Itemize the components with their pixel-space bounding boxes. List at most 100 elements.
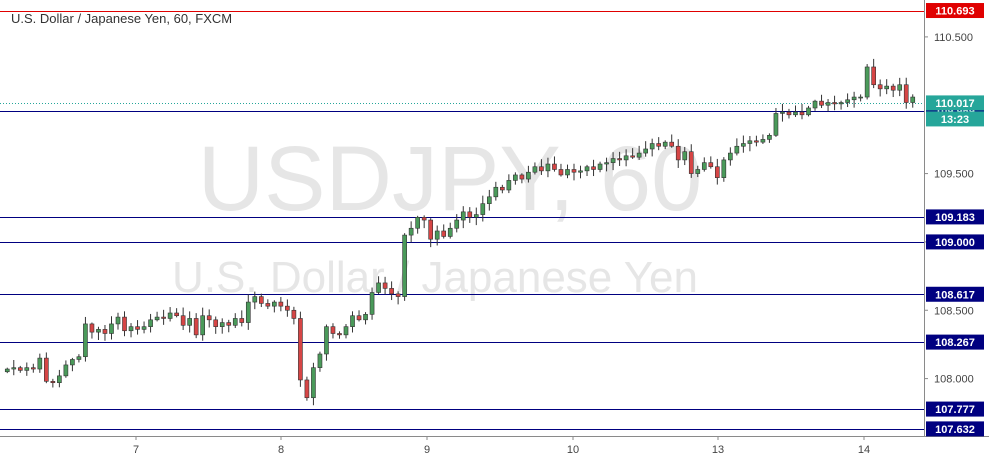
- candle-128: [838, 100, 844, 110]
- candle-body: [311, 367, 316, 399]
- candle-23: [154, 311, 160, 322]
- candle-body: [832, 102, 837, 105]
- candle-109: [714, 158, 720, 185]
- candle-body: [578, 170, 583, 173]
- candle-body: [167, 312, 173, 319]
- watermark-symbol: USDJPY, 60: [198, 128, 703, 230]
- candle-body: [434, 230, 440, 240]
- candle-19: [128, 323, 134, 338]
- candle-92: [604, 157, 609, 172]
- candle-body: [754, 140, 759, 143]
- candle-66: [434, 225, 440, 246]
- candle-body: [734, 145, 740, 154]
- candle-body: [858, 96, 863, 99]
- candle-body: [565, 169, 570, 176]
- candle-body: [187, 318, 192, 326]
- candle-body: [793, 111, 798, 116]
- candle-body: [506, 180, 512, 191]
- candle-body: [317, 353, 323, 368]
- candle-body: [656, 143, 662, 147]
- candle-44: [291, 306, 297, 325]
- candle-64: [421, 215, 427, 229]
- candle-body: [109, 323, 114, 334]
- candle-body: [597, 163, 603, 170]
- candle-95: [623, 149, 629, 167]
- candle-56: [369, 287, 375, 320]
- level-label-5: 108.267: [935, 337, 975, 349]
- candle-body: [695, 169, 701, 174]
- current-price-label: 110.017: [935, 98, 974, 110]
- candle-body: [903, 84, 909, 103]
- candle-20: [135, 320, 140, 335]
- x-tick-label-0: 7: [133, 444, 139, 456]
- candle-38: [252, 291, 258, 310]
- x-tick-label-1: 8: [278, 444, 284, 456]
- candle-body: [148, 319, 153, 327]
- candle-15: [102, 325, 108, 341]
- candle-89: [584, 164, 590, 176]
- candle-138: [903, 77, 909, 109]
- candle-52: [343, 324, 349, 339]
- candle-68: [447, 222, 453, 239]
- level-label-6-box: [926, 401, 984, 417]
- candle-body: [50, 381, 56, 383]
- candle-100: [656, 137, 662, 151]
- candle-81: [532, 162, 538, 175]
- candle-80: [526, 165, 531, 183]
- candles: [4, 58, 916, 406]
- candle-32: [213, 316, 219, 334]
- candle-88: [578, 165, 583, 179]
- candle-body: [897, 84, 903, 91]
- candle-body: [245, 301, 251, 323]
- candle-body: [591, 166, 596, 170]
- candle-body: [57, 375, 62, 383]
- candle-1: [11, 359, 17, 376]
- candle-body: [558, 169, 564, 176]
- candle-body: [728, 152, 733, 161]
- candle-body: [877, 84, 883, 90]
- candle-body: [825, 102, 831, 106]
- candle-body: [219, 322, 225, 327]
- candle-body: [128, 326, 134, 332]
- candle-33: [219, 318, 225, 334]
- level-label-4-box: [926, 286, 984, 302]
- candle-body: [356, 315, 362, 321]
- candle-24: [161, 309, 166, 325]
- candle-body: [200, 315, 206, 336]
- candle-62: [408, 221, 414, 243]
- candle-body: [864, 66, 870, 98]
- candle-106: [695, 165, 701, 178]
- candle-body: [473, 214, 479, 218]
- candle-body: [819, 100, 824, 106]
- candle-body: [486, 196, 492, 204]
- candle-body: [649, 143, 655, 150]
- candle-129: [845, 93, 850, 108]
- x-tick-label-4: 13: [712, 444, 724, 456]
- candle-body: [617, 158, 622, 161]
- candle-body: [845, 99, 850, 103]
- candle-body: [70, 359, 75, 366]
- candle-74: [486, 189, 492, 211]
- candle-body: [4, 368, 10, 373]
- candle-53: [350, 311, 355, 333]
- candle-10: [70, 357, 75, 372]
- candle-body: [467, 211, 473, 218]
- candle-body: [376, 282, 381, 293]
- candle-50: [330, 323, 336, 339]
- candle-131: [858, 94, 863, 102]
- candle-71: [467, 207, 473, 223]
- candle-35: [232, 313, 238, 329]
- candle-body: [500, 186, 505, 191]
- candle-103: [675, 139, 681, 168]
- candle-body: [278, 301, 284, 307]
- candle-79: [519, 173, 525, 184]
- candle-13: [89, 322, 95, 339]
- candle-14: [96, 326, 101, 341]
- candle-72: [473, 207, 479, 226]
- candle-63: [415, 215, 420, 234]
- candle-85: [558, 163, 564, 177]
- candle-136: [890, 83, 896, 98]
- candle-body: [767, 135, 772, 140]
